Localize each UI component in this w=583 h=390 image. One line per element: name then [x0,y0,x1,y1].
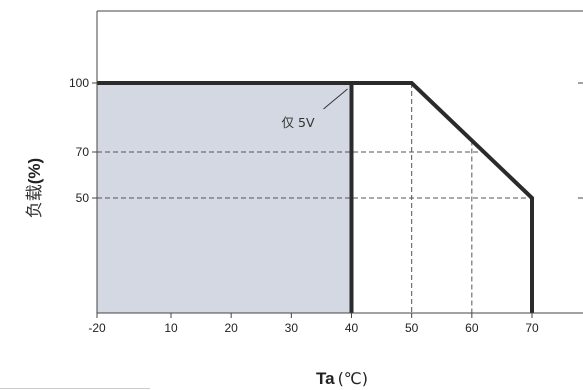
x-tick-label: 50 [405,321,419,335]
y-tick-label: 70 [76,145,90,159]
annotation-5v-only: 仅 5V [282,115,315,130]
y-tick-label: 100 [69,76,89,90]
y-axis-label-text: 负载(%) [25,158,45,218]
x-tick-label: 40 [345,321,359,335]
x-tick-label: 60 [465,321,479,335]
x-tick-label: 20 [224,321,238,335]
x-axis-label: Ta (℃) [316,369,368,388]
y-tick-label: 50 [76,191,90,205]
x-axis-label-unit: (℃) [338,369,368,388]
y-axis-label-unit: (%) [25,158,44,184]
x-axis-label-main: Ta [316,369,335,388]
series-5v-only-boundary [97,81,354,313]
y-axis-label-main: 负载 [25,184,45,218]
x-tick-label: 70 [525,321,539,335]
annotation-leader-line [323,88,348,110]
x-tick-label: 30 [285,321,299,335]
x-tick-label: -20 [88,321,106,335]
y-axis-label: 负载(%) [25,158,45,218]
x-tick-label: 10 [164,321,178,335]
